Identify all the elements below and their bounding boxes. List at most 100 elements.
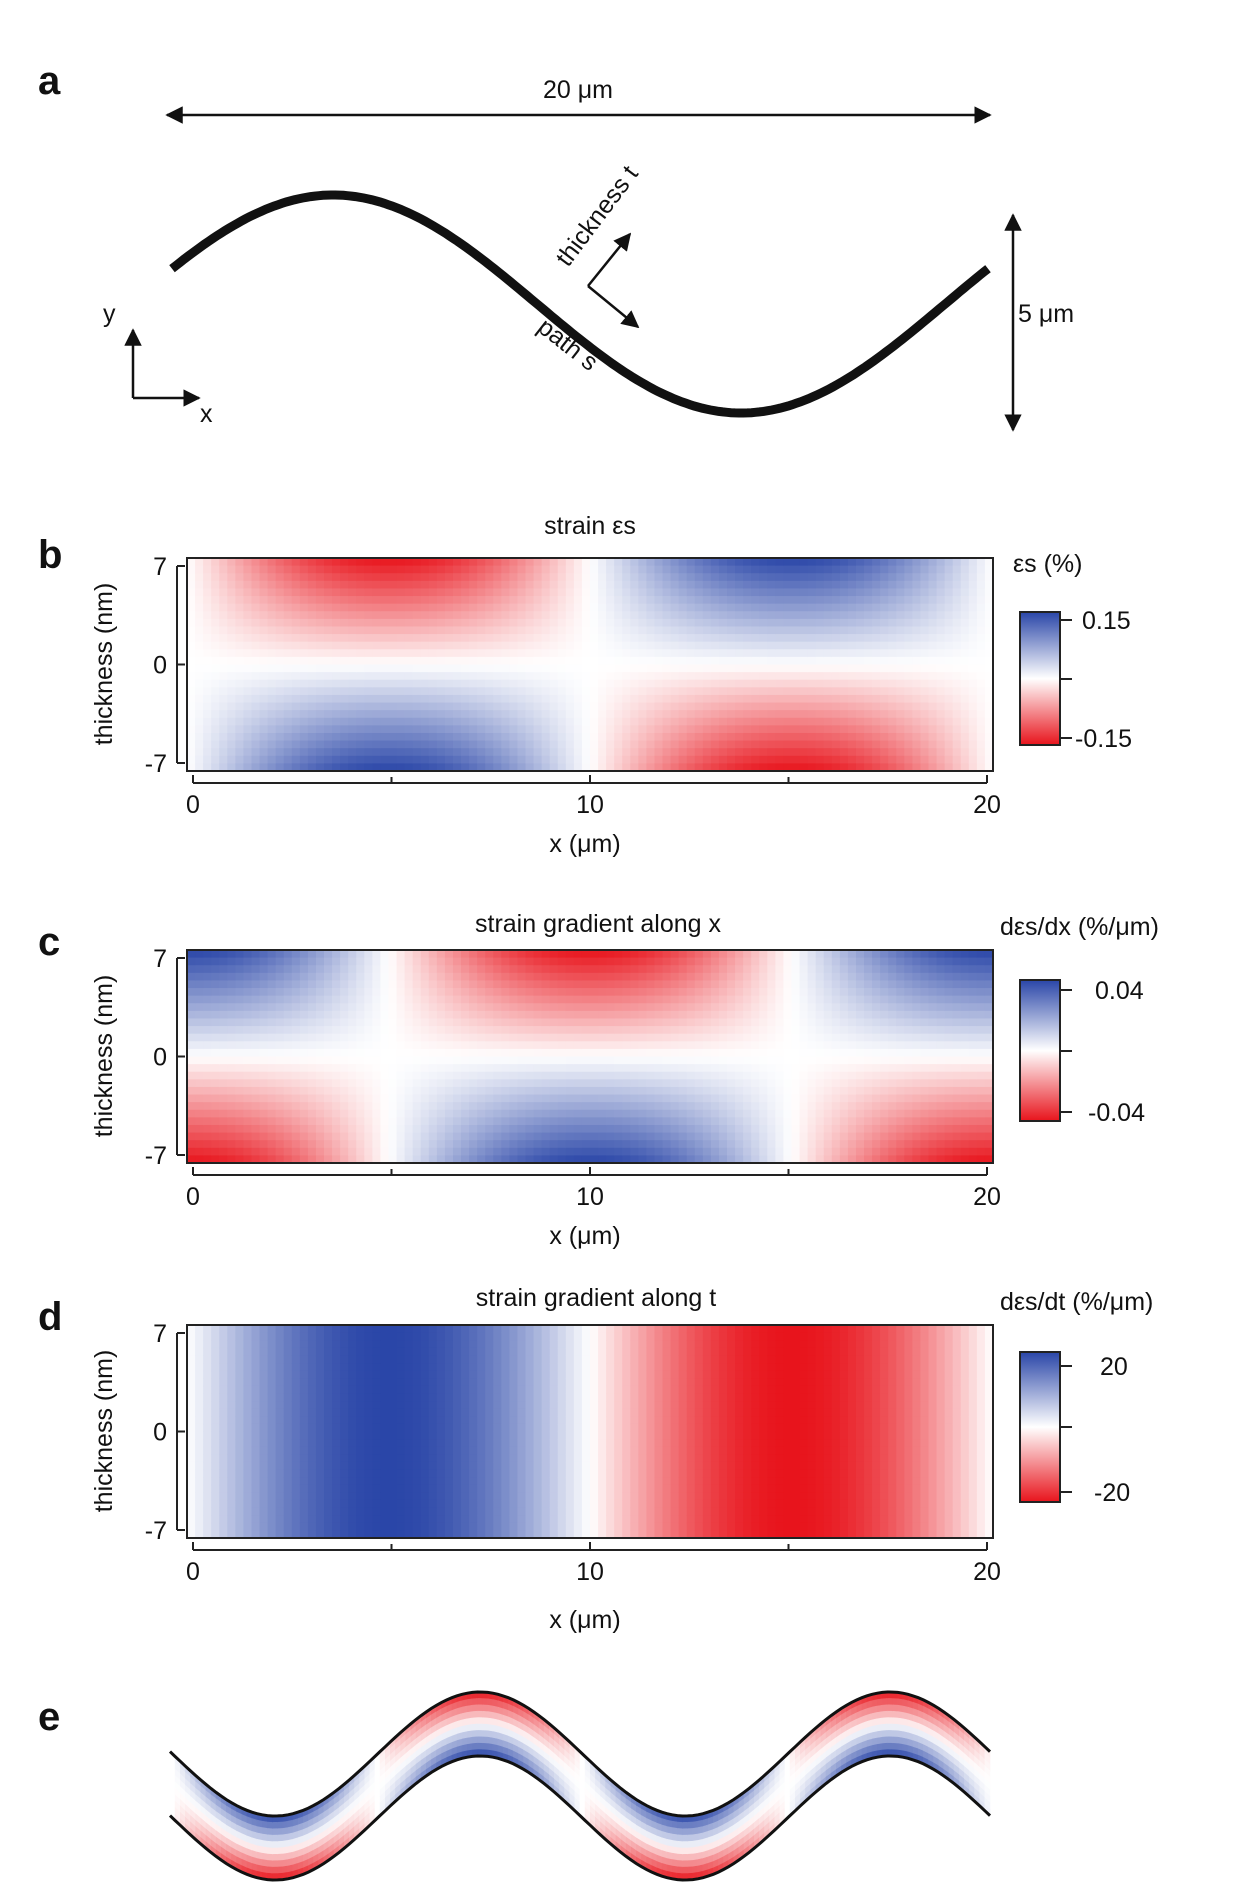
heatmap-cell (654, 1026, 664, 1035)
heatmap-cell (444, 1132, 454, 1141)
heatmap-cell (525, 558, 535, 567)
heatmap-cell (436, 558, 446, 567)
heatmap-cell (920, 618, 930, 628)
heatmap-cell (952, 573, 962, 582)
heatmap-cell (517, 558, 527, 567)
heatmap-cell (444, 694, 454, 704)
heatmap-cell (799, 618, 809, 628)
heatmap-cell (251, 1026, 261, 1035)
heatmap-cell (324, 687, 333, 696)
heatmap-cell (187, 641, 196, 650)
heatmap-cell (509, 965, 519, 974)
heatmap-cell (259, 626, 269, 635)
heatmap-cell (944, 717, 954, 726)
heatmap-cell (404, 972, 414, 982)
heatmap-cell (203, 717, 212, 726)
heatmap-cell (646, 1086, 656, 1096)
heatmap-cell (735, 558, 744, 567)
heatmap-cell (646, 1147, 656, 1156)
heatmap-cell (195, 573, 204, 582)
heatmap-cell (590, 649, 599, 658)
heatmap-cell (767, 717, 776, 726)
heatmap-cell (412, 634, 422, 643)
heatmap-cell (662, 702, 672, 711)
heatmap-cell (606, 1117, 615, 1126)
heatmap-cell (420, 596, 430, 605)
heatmap-cell (775, 626, 785, 635)
heatmap-cell (646, 1018, 656, 1027)
heatmap-cell (888, 694, 897, 704)
heatmap-cell (823, 687, 833, 696)
heatmap-cell (872, 694, 881, 704)
heatmap-cell (622, 626, 631, 635)
heatmap-cell (775, 558, 785, 567)
heatmap-cell (372, 1140, 382, 1149)
heatmap-cell (227, 995, 236, 1004)
heatmap-cell (590, 950, 599, 959)
heatmap-cell (573, 1033, 583, 1042)
heatmap-cell (839, 763, 849, 772)
heatmap-cell (283, 641, 293, 650)
heatmap-cell (533, 664, 543, 673)
heatmap-cell (872, 573, 881, 582)
heatmap-cell (759, 611, 768, 620)
heatmap-cell (187, 1079, 196, 1088)
heatmap-cell (493, 1094, 502, 1103)
heatmap-cell (565, 588, 575, 597)
heatmap-cell (235, 664, 245, 673)
heatmap-cell (324, 626, 333, 635)
heatmap-cell (646, 965, 656, 974)
heatmap-cell (606, 565, 615, 574)
heatmap-cell (727, 656, 736, 666)
heatmap-cell (710, 1071, 720, 1080)
heatmap-cell (541, 664, 551, 673)
heatmap-cell (783, 596, 793, 605)
heatmap-cell (469, 1124, 478, 1134)
heatmap-cell (960, 626, 970, 635)
heatmap-cell (936, 565, 946, 574)
heatmap-cell (380, 664, 390, 673)
heatmap-cell (831, 748, 841, 757)
heatmap-cell (275, 725, 285, 734)
heatmap-cell (509, 656, 519, 666)
heatmap-cell (452, 740, 462, 749)
heatmap-cell (501, 988, 510, 997)
heatmap-cell (920, 634, 930, 643)
heatmap-cell (219, 679, 228, 688)
heatmap-cell (573, 995, 583, 1004)
heatmap-cell (493, 732, 502, 742)
heatmap-cell (227, 972, 236, 982)
heatmap-cell (767, 1041, 776, 1050)
heatmap-cell (622, 1124, 631, 1134)
heatmap-cell (791, 1147, 801, 1156)
heatmap-cell (928, 672, 938, 681)
heatmap-cell (727, 580, 736, 590)
heatmap-cell (477, 1064, 486, 1073)
heatmap-cell (195, 1010, 204, 1020)
heatmap-cell (485, 694, 494, 704)
heatmap-cell (565, 980, 575, 989)
heatmap-cell (904, 687, 913, 696)
heatmap-cell (984, 641, 994, 650)
heatmap-cell (694, 1086, 704, 1096)
heatmap-cell (348, 1147, 357, 1156)
heatmap-cell (380, 702, 390, 711)
heatmap-cell (283, 972, 293, 982)
heatmap-cell (598, 717, 607, 726)
heatmap-cell (315, 1010, 325, 1020)
heatmap-cell (912, 641, 922, 650)
heatmap-cell (332, 988, 341, 997)
heatmap-cell (203, 626, 212, 635)
heatmap-cell (896, 580, 905, 590)
heatmap-cell (501, 1102, 510, 1111)
heatmap-cell (751, 565, 760, 574)
heatmap-cell (557, 1033, 567, 1042)
heatmap-cell (710, 1056, 720, 1065)
heatmap-cell (791, 988, 801, 997)
heatmap-cell (944, 755, 954, 764)
heatmap-cell (904, 656, 913, 666)
heatmap-cell (662, 588, 672, 597)
heatmap-cell (896, 626, 905, 635)
heatmap-cell (452, 1071, 462, 1080)
heatmap-cell (283, 950, 293, 959)
